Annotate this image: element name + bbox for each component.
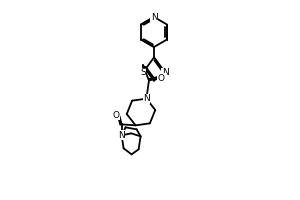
Text: N: N (143, 94, 150, 103)
Text: N: N (162, 68, 168, 77)
Text: N: N (118, 131, 125, 140)
Text: O: O (113, 111, 120, 120)
Text: S: S (140, 68, 146, 77)
Text: O: O (157, 74, 164, 83)
Text: N: N (151, 13, 158, 22)
